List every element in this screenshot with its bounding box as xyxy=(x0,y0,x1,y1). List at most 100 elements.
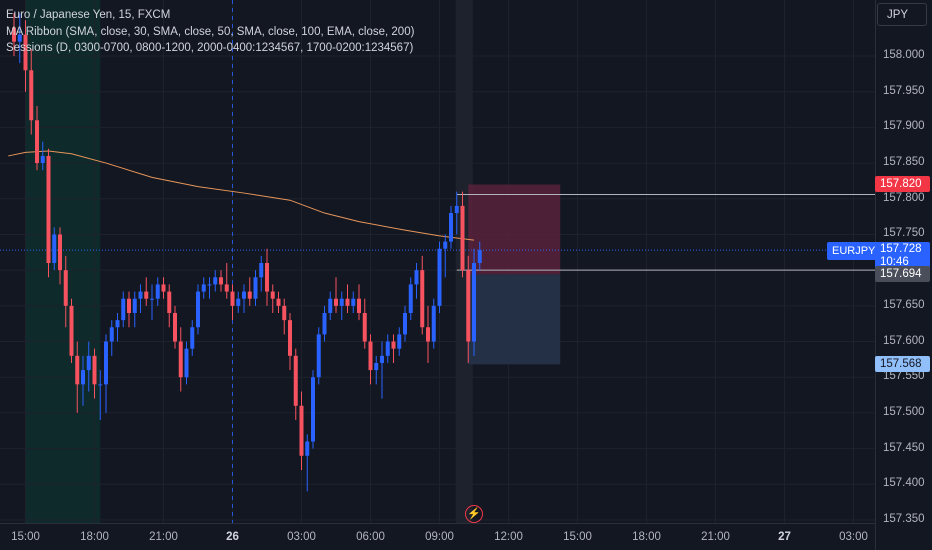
candle-body xyxy=(47,156,51,263)
price-tick-label: 157.500 xyxy=(883,406,925,418)
price-tick-label: 157.600 xyxy=(883,335,925,347)
candle-body xyxy=(110,327,114,341)
candle-body xyxy=(259,263,263,277)
candle-body xyxy=(305,441,309,455)
candle-body xyxy=(242,292,246,299)
candle-body xyxy=(403,313,407,334)
candle-body xyxy=(185,349,189,378)
time-tick-label: 09:00 xyxy=(425,531,454,543)
candle-body xyxy=(420,270,424,327)
time-tick-label: 18:00 xyxy=(80,531,109,543)
time-tick-label: 12:00 xyxy=(494,531,523,543)
candle-body xyxy=(213,277,217,284)
candle-body xyxy=(150,299,154,300)
candle-body xyxy=(415,270,419,284)
candle-body xyxy=(41,156,45,163)
candle-body xyxy=(70,306,74,356)
candle-body xyxy=(409,284,413,313)
candle-body xyxy=(133,299,137,313)
candle-body xyxy=(167,292,171,313)
candle-body xyxy=(340,299,344,306)
candle-body xyxy=(208,284,212,285)
candle-body xyxy=(254,277,258,298)
time-tick-label: 15:00 xyxy=(11,531,40,543)
candle-body xyxy=(236,299,240,306)
price-tick-label: 157.550 xyxy=(883,370,925,382)
candle-body xyxy=(386,342,390,356)
candle-body xyxy=(392,342,396,349)
take-profit-zone xyxy=(468,274,560,364)
time-tick-label: 27 xyxy=(778,531,791,543)
chart-legend: Euro / Japanese Yen, 15, FXCM MA Ribbon … xyxy=(6,7,414,57)
candle-body xyxy=(93,356,97,385)
time-tick-label: 03:00 xyxy=(839,531,868,543)
candle-body xyxy=(127,299,131,313)
candle-body xyxy=(202,284,206,291)
candle-body xyxy=(162,284,166,291)
legend-symbol-title[interactable]: Euro / Japanese Yen, 15, FXCM xyxy=(6,7,414,24)
candle-body xyxy=(190,327,194,348)
price-level-label: 157.568 xyxy=(875,356,930,372)
candle-body xyxy=(35,120,39,163)
candle-body xyxy=(455,206,459,213)
price-tick-label: 157.400 xyxy=(883,477,925,489)
candle-body xyxy=(98,384,102,385)
candle-body xyxy=(432,306,436,342)
candle-body xyxy=(466,270,470,341)
time-tick-label: 26 xyxy=(226,531,239,543)
candle-body xyxy=(282,306,286,320)
candle-body xyxy=(288,320,292,356)
price-tick-label: 157.450 xyxy=(883,442,925,454)
stop-loss-zone xyxy=(468,184,560,274)
candle-body xyxy=(277,299,281,306)
candle-body xyxy=(369,342,373,371)
time-tick-label: 21:00 xyxy=(149,531,178,543)
candle-body xyxy=(380,356,384,363)
candle-body xyxy=(248,292,252,299)
legend-sessions[interactable]: Sessions (D, 0300-0700, 0800-1200, 2000-… xyxy=(6,40,414,57)
price-tick-label: 158.000 xyxy=(883,49,925,61)
candle-body xyxy=(294,356,298,406)
candle-body xyxy=(271,292,275,299)
candle-body xyxy=(139,292,143,299)
candle-body xyxy=(438,249,442,306)
candle-body xyxy=(173,313,177,342)
candle-body xyxy=(231,292,235,306)
price-level-label: 157.694 xyxy=(875,266,930,282)
candle-body xyxy=(156,284,160,298)
candle-body xyxy=(334,299,338,306)
time-tick-label: 06:00 xyxy=(356,531,385,543)
candle-body xyxy=(29,70,33,120)
price-tick-label: 157.350 xyxy=(883,513,925,525)
candle-body xyxy=(121,299,125,320)
price-tick-label: 157.800 xyxy=(883,192,925,204)
candle-body xyxy=(64,270,68,306)
lightning-icon[interactable]: ⚡ xyxy=(465,505,483,523)
candle-body xyxy=(346,299,350,306)
price-tick-label: 157.900 xyxy=(883,120,925,132)
candle-body xyxy=(58,234,62,270)
current-price-value: 157.728 xyxy=(880,243,930,256)
candle-body xyxy=(52,234,56,263)
candle-body xyxy=(478,250,482,263)
symbol-price-tag: EURJPY xyxy=(827,242,880,260)
candle-body xyxy=(219,277,223,284)
candle-body xyxy=(443,242,447,249)
currency-button[interactable]: JPY xyxy=(877,3,927,26)
candle-body xyxy=(472,263,476,342)
price-tick-label: 157.650 xyxy=(883,299,925,311)
candle-body xyxy=(317,334,321,377)
price-tick-label: 157.750 xyxy=(883,227,925,239)
price-level-label: 157.820 xyxy=(875,176,930,192)
time-tick-label: 03:00 xyxy=(287,531,316,543)
candle-body xyxy=(179,342,183,378)
legend-ma-ribbon[interactable]: MA Ribbon (SMA, close, 30, SMA, close, 5… xyxy=(6,24,414,41)
candle-body xyxy=(328,299,332,313)
candle-body xyxy=(397,334,401,348)
candle-body xyxy=(265,263,269,292)
time-tick-label: 21:00 xyxy=(701,531,730,543)
candle-body xyxy=(311,377,315,441)
candle-body xyxy=(116,320,120,327)
candle-body xyxy=(300,406,304,456)
